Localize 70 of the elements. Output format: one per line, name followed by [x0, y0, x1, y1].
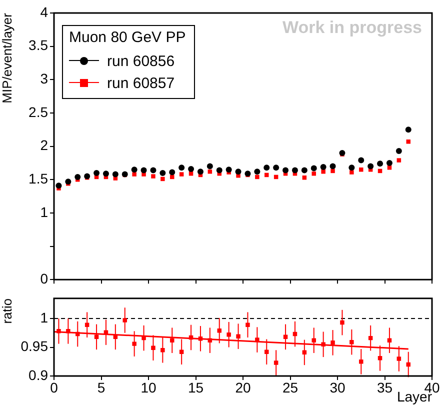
y-tick-label: 0: [40, 270, 48, 286]
point: [84, 173, 90, 180]
point: [273, 164, 280, 171]
point: [254, 168, 260, 175]
legend-label: run 60856: [107, 52, 175, 70]
y-tick-label: 3: [40, 70, 48, 87]
point: [330, 168, 335, 174]
point: [292, 167, 298, 174]
point: [216, 167, 222, 174]
y-tick-label: 3.5: [28, 37, 48, 54]
point: [339, 150, 346, 156]
point: [206, 163, 213, 170]
point: [255, 174, 260, 180]
point: [348, 164, 355, 171]
point: [320, 164, 326, 170]
point: [377, 160, 384, 167]
x-tick-label: 15: [188, 379, 204, 396]
point: [282, 167, 289, 174]
point: [368, 163, 374, 170]
point: [386, 160, 392, 166]
x-tick-label: 0: [50, 379, 58, 396]
point: [358, 157, 364, 164]
point: [102, 170, 109, 177]
point: [160, 170, 166, 176]
point: [264, 164, 270, 171]
point: [330, 163, 336, 170]
y-tick-label: 1: [40, 204, 48, 220]
legend-title: Muon 80 GeV PP: [69, 29, 186, 46]
y-tick-label: 4: [40, 4, 48, 20]
point: [235, 168, 242, 175]
point: [396, 148, 402, 154]
y-tick-label: 0.95: [20, 338, 48, 354]
y-tick-label: 2.5: [28, 104, 48, 120]
x-tick-label: 35: [376, 379, 393, 396]
point: [179, 172, 184, 176]
x-tick-label: 30: [330, 379, 346, 396]
point: [350, 170, 354, 174]
point: [74, 174, 81, 180]
point: [321, 170, 326, 174]
point: [188, 166, 194, 172]
y-tick-label: 1.5: [28, 170, 48, 186]
point: [226, 166, 232, 173]
point: [112, 171, 118, 178]
point: [151, 174, 156, 178]
point: [160, 176, 165, 182]
point: [132, 172, 136, 176]
point: [131, 166, 138, 173]
point: [65, 178, 72, 185]
y-axis-title: ratio: [0, 298, 14, 324]
point: [406, 140, 410, 144]
y-axis-title: MIP/event/layer: [0, 12, 14, 104]
x-tick-label: 5: [97, 379, 106, 396]
point: [405, 126, 412, 133]
point: [301, 167, 308, 174]
x-tick-label: 10: [140, 379, 156, 396]
point: [140, 167, 147, 174]
point: [94, 170, 100, 176]
point: [178, 164, 185, 171]
x-tick-label: 25: [282, 379, 298, 396]
point: [150, 167, 156, 174]
y-tick-label: 2: [40, 137, 48, 154]
legend-label: run 60857: [107, 74, 175, 92]
x-tick-label: 20: [235, 379, 251, 396]
point: [197, 168, 204, 175]
point: [310, 165, 317, 172]
point: [56, 182, 62, 189]
point: [396, 158, 402, 162]
point: [169, 169, 176, 176]
y-tick-label: 0.9: [28, 366, 48, 383]
y-tick-label: 1: [40, 309, 48, 326]
